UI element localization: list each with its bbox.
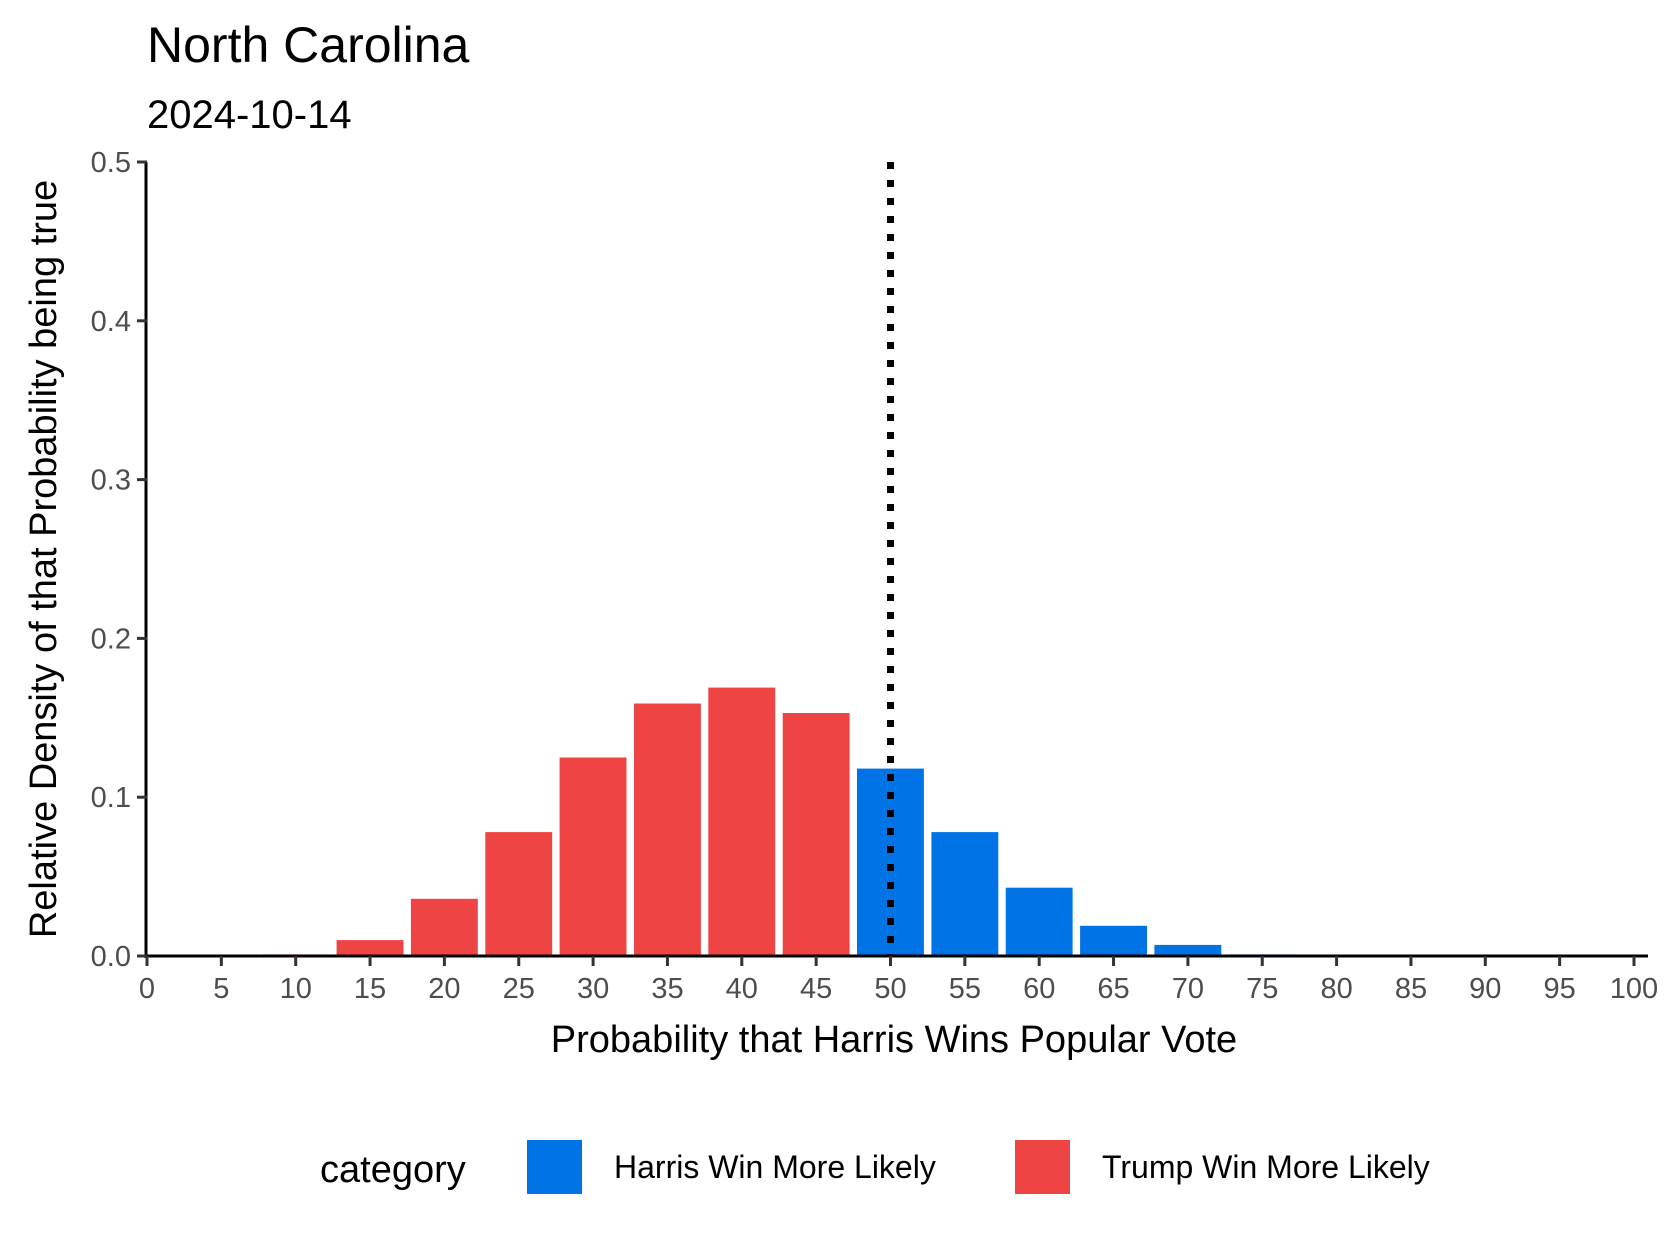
bar-30 xyxy=(559,757,627,956)
bar-55 xyxy=(931,832,999,956)
chart-title: North Carolina xyxy=(147,17,470,73)
bars-group xyxy=(262,687,1296,956)
x-tick-label: 85 xyxy=(1395,973,1427,1005)
x-tick-label: 55 xyxy=(949,973,981,1005)
x-tick-label: 60 xyxy=(1023,973,1055,1005)
y-axis-ticks: 0.0 0.1 0.2 0.3 0.4 0.5 xyxy=(91,147,147,973)
legend-swatch-harris xyxy=(527,1140,582,1194)
x-tick-label: 65 xyxy=(1097,973,1129,1005)
x-tick-label: 15 xyxy=(354,973,386,1005)
legend-label-harris: Harris Win More Likely xyxy=(614,1149,936,1185)
legend: category Harris Win More Likely Trump Wi… xyxy=(320,1140,1430,1194)
x-tick-label: 10 xyxy=(280,973,312,1005)
x-tick-label: 90 xyxy=(1469,973,1501,1005)
bar-35 xyxy=(634,703,701,956)
bar-65 xyxy=(1080,925,1147,956)
chart-subtitle: 2024-10-14 xyxy=(147,93,352,137)
y-tick-label: 0.4 xyxy=(91,306,131,338)
legend-label-trump: Trump Win More Likely xyxy=(1102,1149,1430,1185)
x-tick-label: 30 xyxy=(577,973,609,1005)
bar-25 xyxy=(485,832,553,956)
x-tick-label: 70 xyxy=(1172,973,1204,1005)
y-tick-label: 0.2 xyxy=(91,623,131,655)
legend-title: category xyxy=(320,1149,466,1191)
bar-20 xyxy=(410,898,478,956)
x-tick-label: 50 xyxy=(874,973,906,1005)
bar-45 xyxy=(782,713,850,956)
x-tick-label: 100 xyxy=(1610,973,1658,1005)
x-tick-label: 80 xyxy=(1320,973,1352,1005)
bar-60 xyxy=(1005,887,1073,956)
bar-70 xyxy=(1154,944,1222,956)
x-tick-label: 75 xyxy=(1246,973,1278,1005)
x-tick-label: 5 xyxy=(213,973,229,1005)
x-tick-label: 0 xyxy=(139,973,155,1005)
x-tick-label: 40 xyxy=(726,973,758,1005)
y-tick-label: 0.5 xyxy=(91,147,131,179)
y-tick-label: 0.1 xyxy=(91,782,131,814)
x-axis-title: Probability that Harris Wins Popular Vot… xyxy=(551,1019,1237,1061)
bar-40 xyxy=(708,687,776,956)
legend-swatch-trump xyxy=(1015,1140,1070,1194)
x-axis-ticks: 0 5 10 15 20 25 30 35 40 45 50 55 60 65 70 75 80 85 90 95 10… xyxy=(139,956,1658,1005)
x-tick-label: 95 xyxy=(1544,973,1576,1005)
y-tick-label: 0.3 xyxy=(91,465,131,497)
bar-15 xyxy=(336,940,404,956)
y-tick-label: 0.0 xyxy=(91,941,131,973)
x-tick-label: 45 xyxy=(800,973,832,1005)
x-tick-label: 35 xyxy=(651,973,683,1005)
x-tick-label: 25 xyxy=(503,973,535,1005)
y-axis-title: Relative Density of that Probability bei… xyxy=(23,180,65,938)
x-tick-label: 20 xyxy=(428,973,460,1005)
